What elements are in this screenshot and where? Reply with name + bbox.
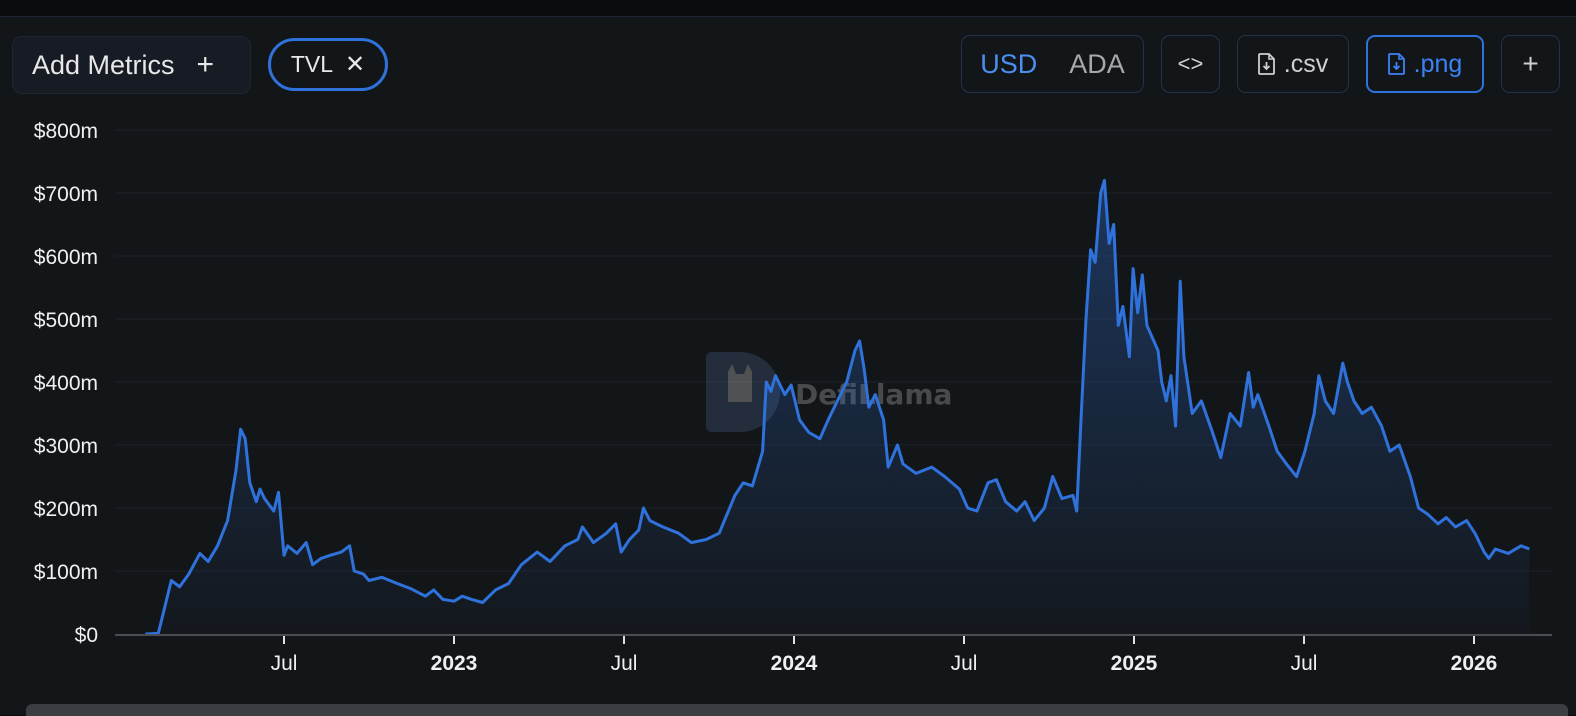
- more-options-button[interactable]: +: [1501, 35, 1560, 93]
- metric-chip-tvl[interactable]: TVL ✕: [268, 38, 388, 91]
- file-download-icon: [1387, 53, 1405, 75]
- png-label: .png: [1413, 49, 1463, 78]
- x-axis-label: Jul: [1291, 652, 1318, 675]
- x-axis-label: 2023: [431, 652, 478, 675]
- y-axis-label: $800m: [34, 120, 98, 143]
- file-download-icon: [1257, 53, 1275, 75]
- tvl-line[interactable]: [145, 178, 1530, 636]
- defillama-watermark: DefiLlama: [706, 352, 952, 432]
- csv-label: .csv: [1283, 49, 1329, 78]
- x-axis-label: 2024: [771, 652, 818, 675]
- x-axis-label: Jul: [271, 652, 298, 675]
- plus-icon: +: [196, 48, 215, 81]
- tvl-area: [145, 180, 1530, 634]
- currency-toggle: USD ADA: [961, 35, 1144, 93]
- y-axis-label: $100m: [34, 561, 98, 584]
- download-csv-button[interactable]: .csv: [1237, 35, 1349, 93]
- add-metrics-label: Add Metrics: [32, 49, 175, 80]
- x-axis-label: Jul: [951, 652, 978, 675]
- y-axis-label: $200m: [34, 498, 98, 521]
- y-axis-label: $700m: [34, 183, 98, 206]
- y-axis-label: $400m: [34, 372, 98, 395]
- plus-icon: +: [1522, 48, 1539, 79]
- y-axis-label: $500m: [34, 309, 98, 332]
- x-axis-label: 2025: [1111, 652, 1158, 675]
- horizontal-scrollbar[interactable]: [26, 704, 1568, 716]
- embed-button[interactable]: <>: [1161, 35, 1220, 93]
- y-axis-label: $0: [75, 624, 98, 647]
- download-png-button[interactable]: .png: [1366, 35, 1484, 93]
- chart-toolbar: Add Metrics + TVL ✕ USD ADA <> .csv .png…: [0, 17, 1576, 107]
- x-axis-label: 2026: [1451, 652, 1498, 675]
- add-metrics-button[interactable]: Add Metrics +: [12, 36, 251, 94]
- currency-option-ada[interactable]: ADA: [1069, 48, 1125, 79]
- x-axis-label: Jul: [611, 652, 638, 675]
- currency-option-usd[interactable]: USD: [980, 48, 1038, 79]
- y-axis-label: $300m: [34, 435, 98, 458]
- y-axis-label: $600m: [34, 246, 98, 269]
- code-brackets-icon: <>: [1177, 51, 1204, 76]
- close-icon[interactable]: ✕: [345, 51, 366, 78]
- metric-chip-label: TVL: [290, 51, 334, 77]
